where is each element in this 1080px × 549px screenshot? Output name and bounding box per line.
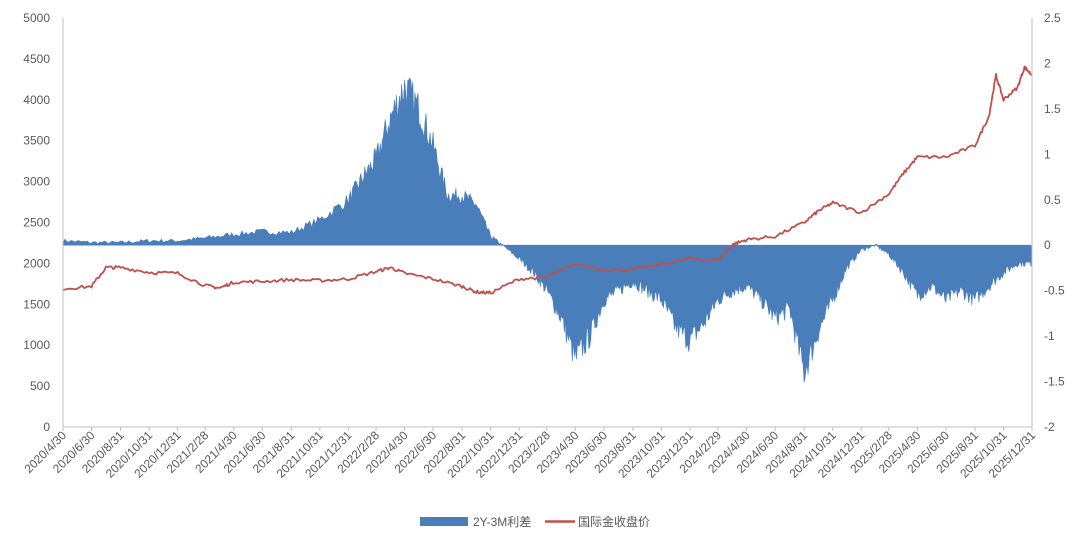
right-axis-tick-label: 2 [1044, 56, 1051, 70]
left-axis-tick-label: 2000 [23, 256, 50, 270]
left-axis-tick-label: 5000 [23, 11, 50, 25]
legend: 2Y-3M利差 国际金收盘价 [420, 514, 650, 529]
right-axis-tick-label: 1.5 [1044, 102, 1061, 116]
left-axis-tick-label: 0 [43, 420, 50, 434]
left-axis-tick-label: 1500 [23, 297, 50, 311]
series-spread [62, 77, 1033, 383]
left-axis-tick-label: 1000 [23, 338, 50, 352]
right-axis-tick-label: 0 [1044, 238, 1051, 252]
series-gold [63, 65, 1033, 295]
left-axis-tick-label: 2500 [23, 216, 50, 230]
right-axis-tick-label: 1 [1044, 147, 1051, 161]
right-axis-tick-label: -0.5 [1044, 284, 1065, 298]
right-axis-tick-label: -2 [1044, 420, 1055, 434]
left-axis-tick-label: 3000 [23, 175, 50, 189]
left-axis-tick-label: 3500 [23, 134, 50, 148]
left-axis-tick-label: 4500 [23, 52, 50, 66]
left-axis-tick-label: 500 [30, 379, 50, 393]
legend-swatch-spread [420, 517, 468, 526]
gold-price-line [63, 65, 1033, 295]
right-axis-tick-label: -1.5 [1044, 375, 1065, 389]
right-axis-tick-label: 2.5 [1044, 11, 1061, 25]
legend-label-gold: 国际金收盘价 [578, 514, 650, 529]
left-axis-tick-label: 4000 [23, 93, 50, 107]
legend-label-spread: 2Y-3M利差 [473, 515, 531, 529]
right-axis-tick-label: 0.5 [1044, 193, 1061, 207]
plot-area [62, 65, 1033, 383]
right-axis-tick-label: -1 [1044, 329, 1055, 343]
spread-area [62, 77, 1033, 383]
